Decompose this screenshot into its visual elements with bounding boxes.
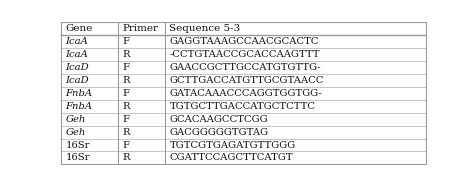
Text: F: F bbox=[122, 141, 129, 149]
Text: FnbA: FnbA bbox=[65, 89, 92, 98]
Text: GACGGGGGTGTAG: GACGGGGGTGTAG bbox=[170, 128, 269, 137]
Text: F: F bbox=[122, 89, 129, 98]
Text: Primer: Primer bbox=[122, 24, 158, 33]
Text: GATACAAACCCAGGTGGTGG-: GATACAAACCCAGGTGGTGG- bbox=[170, 89, 322, 98]
Text: F: F bbox=[122, 63, 129, 72]
Text: TGTCGTGAGATGTTGGG: TGTCGTGAGATGTTGGG bbox=[170, 141, 296, 149]
Text: IcaD: IcaD bbox=[65, 63, 89, 72]
Text: Sequence 5-3: Sequence 5-3 bbox=[170, 24, 241, 33]
Text: Geh: Geh bbox=[65, 128, 86, 137]
Text: R: R bbox=[122, 102, 129, 111]
Text: GCACAAGCCTCGG: GCACAAGCCTCGG bbox=[170, 115, 268, 124]
Text: R: R bbox=[122, 153, 129, 162]
Text: 16Sr: 16Sr bbox=[65, 141, 90, 149]
Text: R: R bbox=[122, 128, 129, 137]
Text: Gene: Gene bbox=[65, 24, 93, 33]
Text: R: R bbox=[122, 50, 129, 59]
Text: Geh: Geh bbox=[65, 115, 86, 124]
Text: F: F bbox=[122, 37, 129, 46]
Text: FnbA: FnbA bbox=[65, 102, 92, 111]
Text: IcaD: IcaD bbox=[65, 76, 89, 85]
Text: IcaA: IcaA bbox=[65, 50, 88, 59]
Text: CGATTCCAGCTTCATGT: CGATTCCAGCTTCATGT bbox=[170, 153, 293, 162]
Text: 16Sr: 16Sr bbox=[65, 153, 90, 162]
Text: GAACCGCTTGCCATGTGTTG-: GAACCGCTTGCCATGTGTTG- bbox=[170, 63, 321, 72]
Text: TGTGCTTGACCATGCTCTTC: TGTGCTTGACCATGCTCTTC bbox=[170, 102, 316, 111]
Text: IcaA: IcaA bbox=[65, 37, 88, 46]
Text: GCTTGACCATGTTGCGTAACC: GCTTGACCATGTTGCGTAACC bbox=[170, 76, 324, 85]
Text: -CCTGTAACCGCACCAAGTTT: -CCTGTAACCGCACCAAGTTT bbox=[170, 50, 320, 59]
Text: R: R bbox=[122, 76, 129, 85]
Text: F: F bbox=[122, 115, 129, 124]
Text: GAGGTAAAGCCAACGCACTC: GAGGTAAAGCCAACGCACTC bbox=[170, 37, 319, 46]
